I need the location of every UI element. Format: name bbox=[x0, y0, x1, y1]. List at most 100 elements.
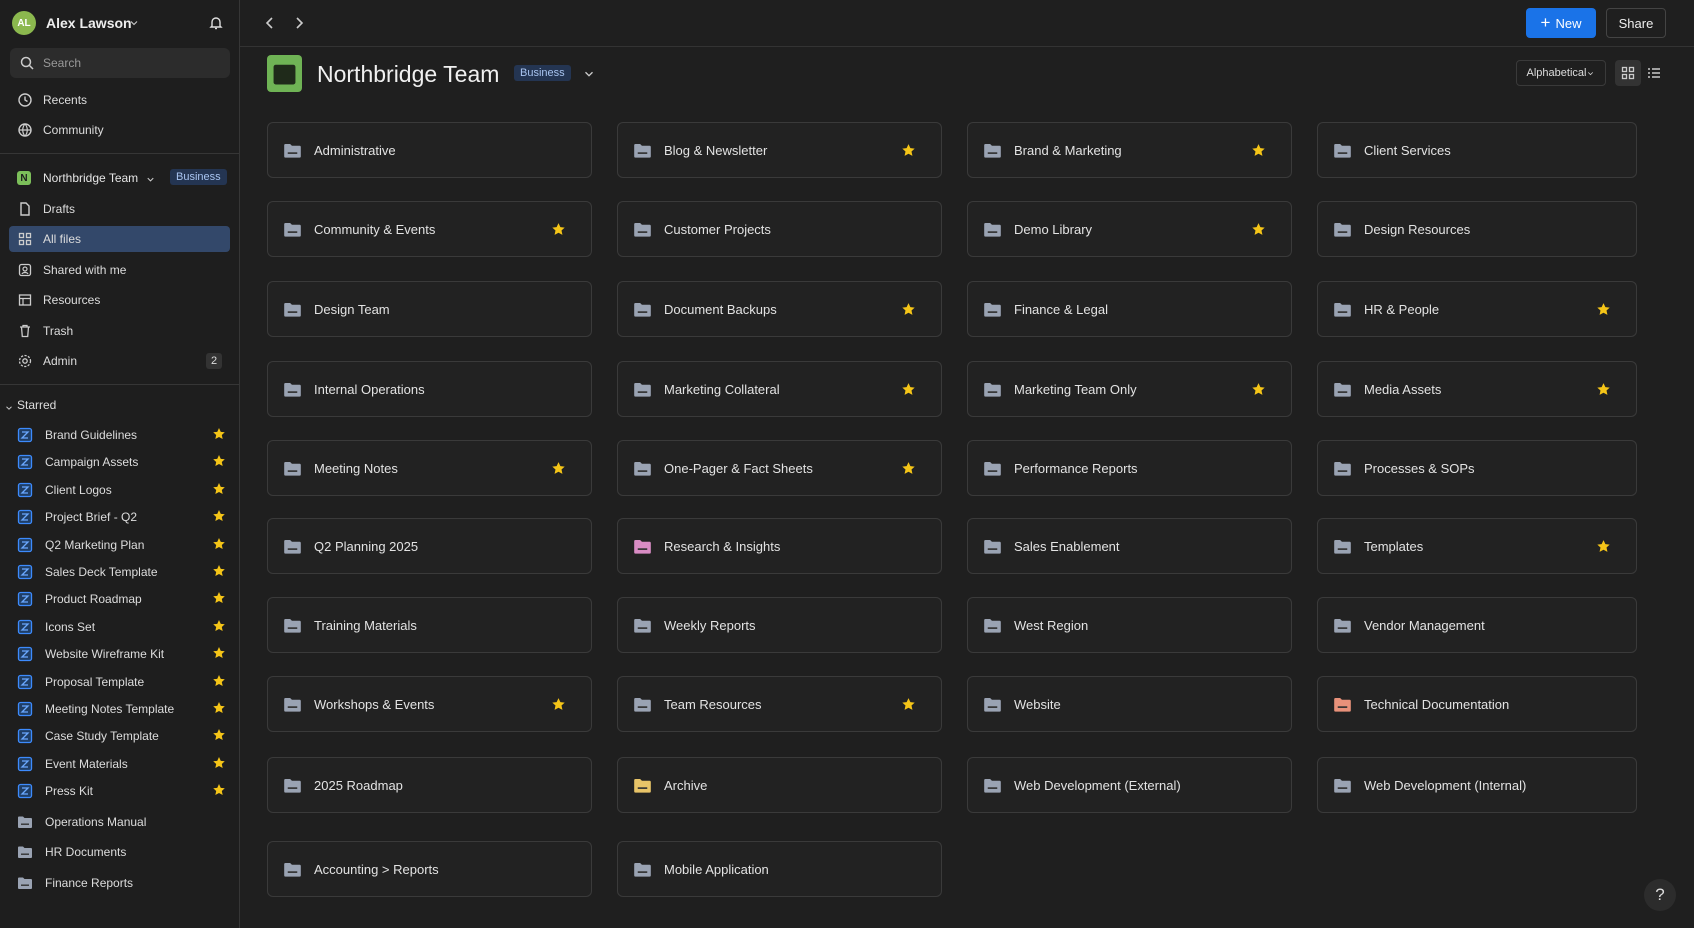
user-name[interactable]: Alex Lawson bbox=[46, 15, 132, 31]
folder-card[interactable]: HR & People bbox=[1317, 281, 1637, 337]
icon-part bbox=[20, 431, 30, 439]
folder-card[interactable]: West Region bbox=[967, 597, 1292, 653]
folder-card[interactable]: Accounting > Reports bbox=[267, 841, 592, 897]
folder-card[interactable]: Marketing Team Only bbox=[967, 361, 1292, 417]
notifications[interactable] bbox=[208, 15, 224, 36]
nav-item[interactable]: Community bbox=[9, 117, 230, 143]
folder-card[interactable]: Demo Library bbox=[967, 201, 1292, 257]
folder-card[interactable]: Website bbox=[967, 676, 1292, 732]
file-icon bbox=[17, 701, 33, 722]
folder-card[interactable]: Brand & Marketing bbox=[967, 122, 1292, 178]
list-view-toggle[interactable] bbox=[1641, 60, 1667, 86]
folder-card[interactable]: 2025 Roadmap bbox=[267, 757, 592, 813]
icon-part bbox=[1621, 66, 1628, 73]
starred-item[interactable]: HR Documents bbox=[9, 839, 230, 865]
icon-part bbox=[147, 177, 154, 182]
nav-item[interactable]: All files bbox=[9, 226, 230, 253]
folder-card[interactable]: Team Resources bbox=[617, 676, 942, 732]
folder-card[interactable]: Community & Events bbox=[267, 201, 592, 257]
folder-card[interactable]: Sales Enablement bbox=[967, 518, 1292, 574]
folder-card[interactable]: Web Development (External) bbox=[967, 757, 1292, 813]
starred-item[interactable]: Icons Set bbox=[9, 614, 230, 640]
icon bbox=[265, 17, 273, 29]
folder-card[interactable]: Blog & Newsletter bbox=[617, 122, 942, 178]
divider bbox=[0, 153, 240, 154]
folder-card[interactable]: Web Development (Internal) bbox=[1317, 757, 1637, 813]
folder-icon bbox=[17, 844, 33, 865]
icon-part bbox=[1337, 231, 1348, 233]
starred-item[interactable]: Meeting Notes Template bbox=[9, 696, 230, 722]
title-chevron[interactable] bbox=[582, 67, 596, 86]
folder-card[interactable]: Document Backups bbox=[617, 281, 942, 337]
starred-item[interactable]: Operations Manual bbox=[9, 809, 230, 835]
starred-item[interactable]: Client Logos bbox=[9, 477, 230, 503]
folder-card[interactable]: Media Assets bbox=[1317, 361, 1637, 417]
starred-item[interactable]: Q2 Marketing Plan bbox=[9, 532, 230, 558]
starred-label: Project Brief - Q2 bbox=[45, 510, 138, 525]
folder-card[interactable]: Mobile Application bbox=[617, 841, 942, 897]
folder-card[interactable]: Technical Documentation bbox=[1317, 676, 1637, 732]
forward-button[interactable] bbox=[291, 15, 307, 36]
folder-card[interactable]: Design Team bbox=[267, 281, 592, 337]
folder-icon bbox=[1333, 616, 1352, 640]
folder-card[interactable]: Workshops & Events bbox=[267, 676, 592, 732]
starred-item[interactable]: Event Materials bbox=[9, 751, 230, 777]
folder-card[interactable]: One-Pager & Fact Sheets bbox=[617, 440, 942, 496]
icon-part bbox=[24, 96, 28, 103]
search-box[interactable]: Search bbox=[10, 48, 230, 78]
nav-item[interactable]: Shared with me bbox=[9, 257, 230, 283]
starred-item[interactable]: Brand Guidelines bbox=[9, 422, 230, 448]
star bbox=[212, 454, 226, 473]
new-button[interactable]: + New bbox=[1526, 8, 1596, 38]
folder-card[interactable]: Archive bbox=[617, 757, 942, 813]
starred-item[interactable]: Case Study Template bbox=[9, 723, 230, 749]
icon-part bbox=[1621, 73, 1628, 80]
folder-card[interactable]: Design Resources bbox=[1317, 201, 1637, 257]
folder-card[interactable]: Vendor Management bbox=[1317, 597, 1637, 653]
folder-name: Team Resources bbox=[664, 697, 762, 712]
starred-item[interactable]: Website Wireframe Kit bbox=[9, 641, 230, 667]
starred-item[interactable]: Campaign Assets bbox=[9, 449, 230, 475]
icon bbox=[17, 564, 33, 580]
star bbox=[1596, 302, 1611, 322]
search-placeholder: Search bbox=[43, 56, 82, 70]
grid-view-toggle[interactable] bbox=[1615, 60, 1641, 86]
folder-card[interactable]: Customer Projects bbox=[617, 201, 942, 257]
folder-card[interactable]: Client Services bbox=[1317, 122, 1637, 178]
folder-card[interactable]: Performance Reports bbox=[967, 440, 1292, 496]
folder-card[interactable]: Internal Operations bbox=[267, 361, 592, 417]
folder-card[interactable]: Weekly Reports bbox=[617, 597, 942, 653]
starred-item[interactable]: Project Brief - Q2 bbox=[9, 504, 230, 530]
nav-item[interactable]: Admin 2 bbox=[9, 348, 230, 374]
folder-card[interactable]: Finance & Legal bbox=[967, 281, 1292, 337]
icon bbox=[284, 862, 301, 877]
folder-card[interactable]: Q2 Planning 2025 bbox=[267, 518, 592, 574]
starred-item[interactable]: Press Kit bbox=[9, 778, 230, 804]
nav-label: Recents bbox=[43, 93, 88, 107]
folder-name: Client Services bbox=[1364, 143, 1451, 158]
share-button[interactable]: Share bbox=[1606, 8, 1666, 38]
nav-item[interactable]: Trash bbox=[9, 318, 230, 344]
folder-card[interactable]: Administrative bbox=[267, 122, 592, 178]
sort-dropdown[interactable]: Alphabetical bbox=[1516, 60, 1606, 86]
icon-part bbox=[20, 732, 30, 741]
starred-item[interactable]: Sales Deck Template bbox=[9, 559, 230, 585]
folder-card[interactable]: Marketing Collateral bbox=[617, 361, 942, 417]
icon-part bbox=[284, 461, 301, 476]
starred-item[interactable]: Finance Reports bbox=[9, 870, 230, 896]
nav-item[interactable]: Drafts bbox=[9, 196, 230, 222]
nav-item[interactable]: Resources bbox=[9, 287, 230, 313]
starred-item[interactable]: Proposal Template bbox=[9, 669, 230, 695]
starred-heading[interactable]: Starred bbox=[17, 398, 57, 412]
folder-card[interactable]: Templates bbox=[1317, 518, 1637, 574]
nav-item[interactable]: Recents bbox=[9, 87, 230, 113]
help-button[interactable]: ? bbox=[1644, 879, 1676, 911]
starred-item[interactable]: Product Roadmap bbox=[9, 586, 230, 612]
folder-card[interactable]: Meeting Notes bbox=[267, 440, 592, 496]
team-name[interactable]: Northbridge Team bbox=[43, 171, 139, 185]
folder-card[interactable]: Training Materials bbox=[267, 597, 592, 653]
folder-name: Weekly Reports bbox=[664, 618, 756, 633]
folder-card[interactable]: Processes & SOPs bbox=[1317, 440, 1637, 496]
back-button[interactable] bbox=[262, 15, 278, 36]
folder-card[interactable]: Research & Insights bbox=[617, 518, 942, 574]
